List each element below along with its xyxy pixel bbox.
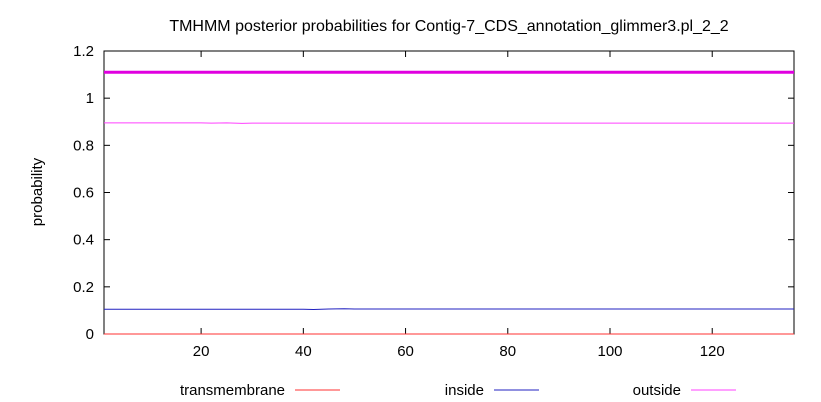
plot-area-frame (103, 50, 795, 335)
chart-title: TMHMM posterior probabilities for Contig… (169, 18, 728, 35)
legend-label: outside (633, 382, 681, 399)
legend-label: inside (445, 382, 484, 399)
x-tick-label: 60 (397, 343, 414, 360)
legend-label: transmembrane (180, 382, 285, 399)
y-tick-label: 1 (86, 90, 94, 107)
y-tick-label: 0.4 (73, 232, 94, 249)
x-tick-label: 20 (193, 343, 210, 360)
y-tick-label: 1.2 (73, 43, 94, 60)
x-tick-label: 40 (295, 343, 312, 360)
y-tick-label: 0 (86, 326, 94, 343)
series-line-inside (104, 308, 794, 310)
y-tick-label: 0.2 (73, 279, 94, 296)
y-tick-label: 0.8 (73, 137, 94, 154)
axis-ticks: 0 0.2 0.4 0.6 0.8 1 1.2 20 40 60 80 100 120 (73, 43, 794, 360)
y-tick-label: 0.6 (73, 185, 94, 202)
x-tick-label: 80 (499, 343, 516, 360)
x-tick-label: 100 (597, 343, 622, 360)
x-tick-label: 120 (700, 343, 725, 360)
series-layer (104, 70, 794, 335)
legend: transmembrane inside outside (180, 382, 736, 399)
y-axis-label: probability (29, 157, 46, 226)
